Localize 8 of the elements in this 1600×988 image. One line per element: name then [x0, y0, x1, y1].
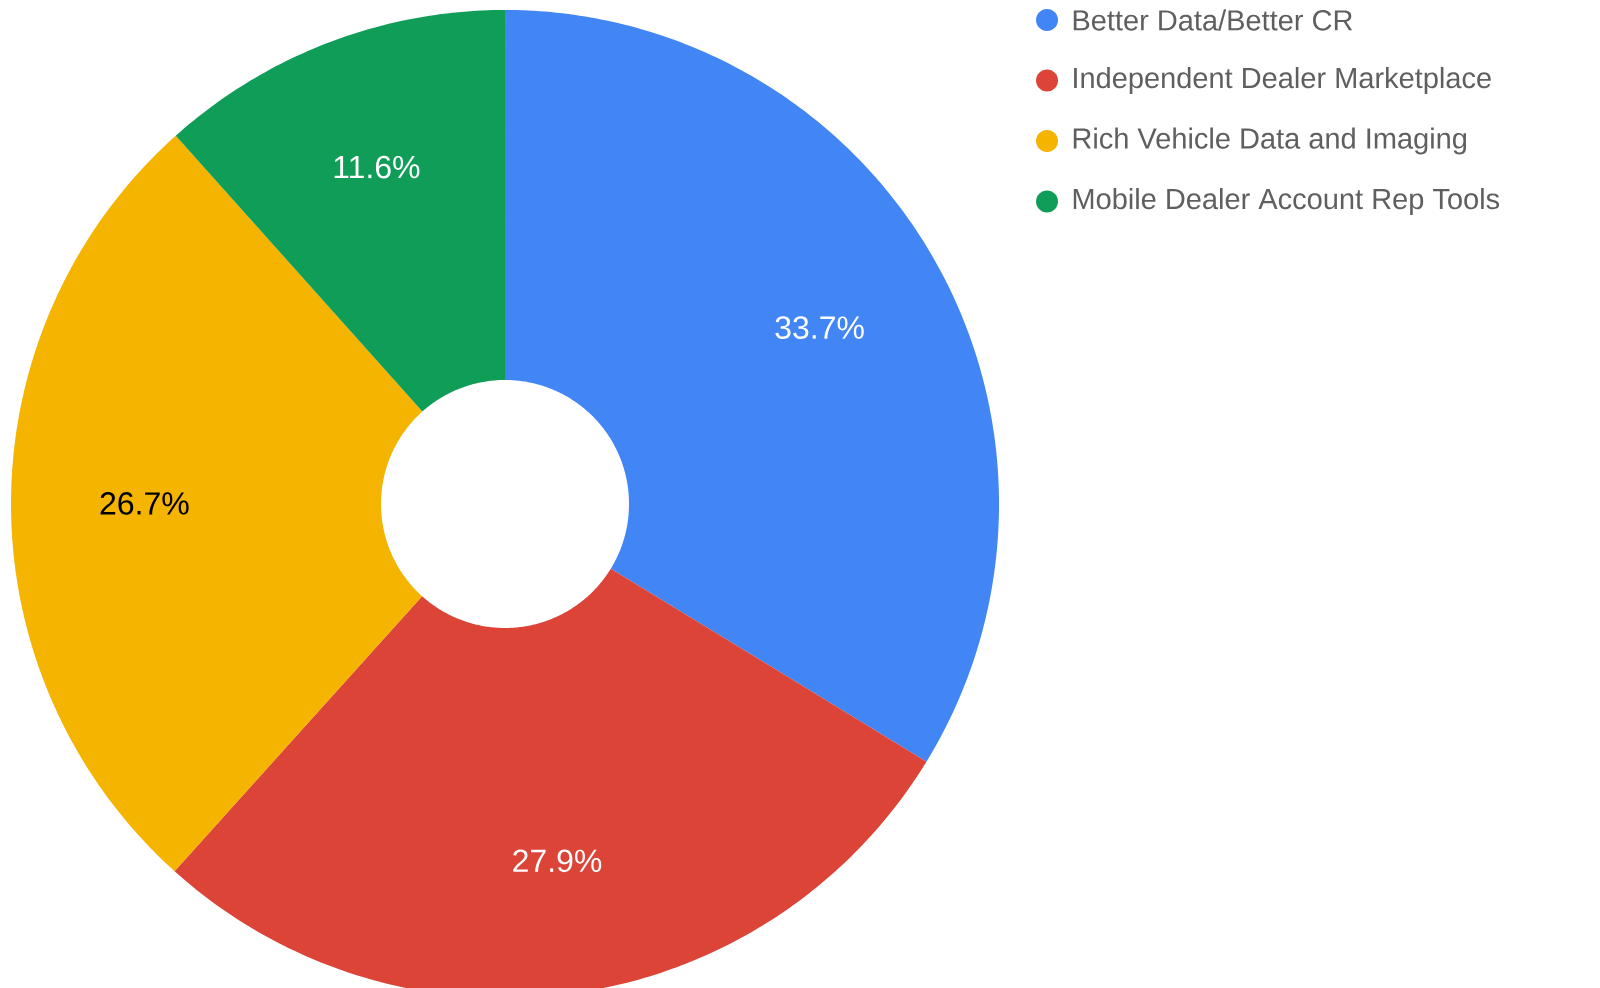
legend-label: Mobile Dealer Account Rep Tools	[1073, 187, 1500, 215]
legend-label: Better Data/Better CR	[1073, 9, 1353, 31]
data-label: 27.9%	[513, 849, 602, 873]
data-label: 26.7%	[100, 492, 189, 515]
data-label: 33.7%	[775, 316, 864, 339]
legend-label: Independent Dealer Marketplace	[1074, 66, 1491, 94]
legend-label: Rich Vehicle Data and Imaging	[1073, 127, 1467, 155]
data-label: 11.6%	[334, 155, 420, 179]
